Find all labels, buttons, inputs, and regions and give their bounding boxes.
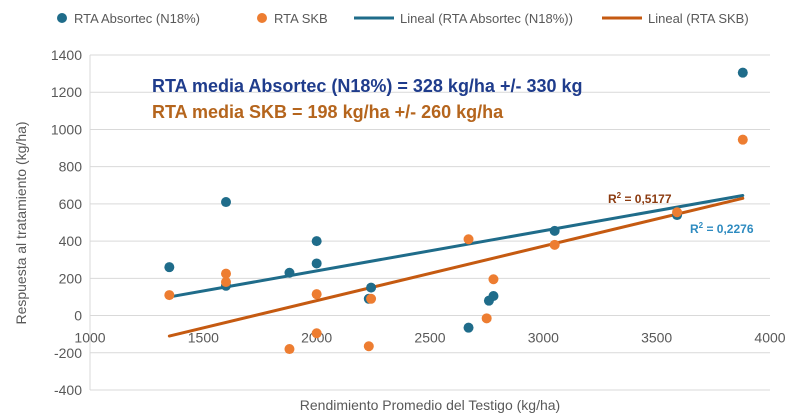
legend-label-absortec: RTA Absortec (N18%) [74,11,200,26]
legend-label-skb: RTA SKB [274,11,328,26]
data-point-skb [366,293,377,304]
data-point-skb [737,134,748,145]
data-point-skb [164,290,175,301]
data-point-skb [221,268,231,279]
data-point-absortec [311,236,322,247]
x-tick-label: 3000 [528,330,559,346]
grid-lines [89,54,770,391]
trend-lines [167,194,745,338]
legend-marker-absortec [57,13,67,23]
trendline-absortec [167,194,745,299]
x-tick-label: 3500 [641,330,672,346]
trendline-skb [167,196,745,338]
y-tick-label: 1200 [51,84,82,100]
y-tick-label: 600 [59,196,83,212]
data-point-absortec [164,262,175,273]
data-point-absortec [549,225,560,236]
y-tick-label: 1400 [51,47,82,63]
legend-label-skb-trend: Lineal (RTA SKB) [648,11,749,26]
x-tick-label: 4000 [754,330,785,346]
legend: RTA Absortec (N18%) RTA SKB Lineal (RTA … [57,11,749,26]
data-point-skb [463,234,474,245]
legend-label-absortec-trend: Lineal (RTA Absortec (N18%)) [400,11,573,26]
data-points [164,67,748,355]
data-point-skb [284,344,295,355]
data-point-skb [363,341,374,352]
y-tick-label: 400 [59,233,83,249]
y-tick-label: -400 [54,382,82,398]
data-point-skb [549,239,560,250]
data-point-absortec [284,267,295,278]
y-tick-label: 800 [59,159,83,175]
y-tick-label: -200 [54,345,82,361]
data-point-absortec [366,282,377,293]
y-tick-label: 0 [74,308,82,324]
data-point-absortec [488,291,499,302]
data-point-skb [221,277,231,288]
data-point-skb [311,328,322,339]
y-tick-label: 1000 [51,121,82,137]
x-tick-label: 2500 [414,330,445,346]
data-point-skb [311,289,322,300]
y-axis-title: Respuesta al tratamiento (kg/ha) [13,121,29,324]
x-axis-title: Rendimiento Promedio del Testigo (kg/ha) [300,397,560,413]
r-squared-label-1: R2 = 0,5177 [608,191,672,206]
data-point-absortec [221,197,231,208]
data-point-absortec [311,258,322,269]
data-point-absortec [737,67,748,78]
x-axis-ticks: 1000150020002500300035004000 [74,330,785,346]
annotation-absortec-mean: RTA media Absortec (N18%) = 328 kg/ha +/… [152,76,583,96]
data-point-absortec [463,322,474,333]
r-squared-label-2: R2 = 0,2276 [690,221,754,236]
legend-marker-skb [257,13,267,23]
y-tick-label: 200 [59,270,83,286]
x-tick-label: 1500 [188,330,219,346]
y-axis-ticks: -400 -200 0 200 400 600 800 1000 1200 1400 [51,47,82,398]
x-tick-label: 1000 [74,330,105,346]
data-point-skb [488,274,499,285]
data-point-skb [481,313,492,324]
annotation-skb-mean: RTA media SKB = 198 kg/ha +/- 260 kg/ha [152,102,504,122]
data-point-skb [672,207,683,218]
